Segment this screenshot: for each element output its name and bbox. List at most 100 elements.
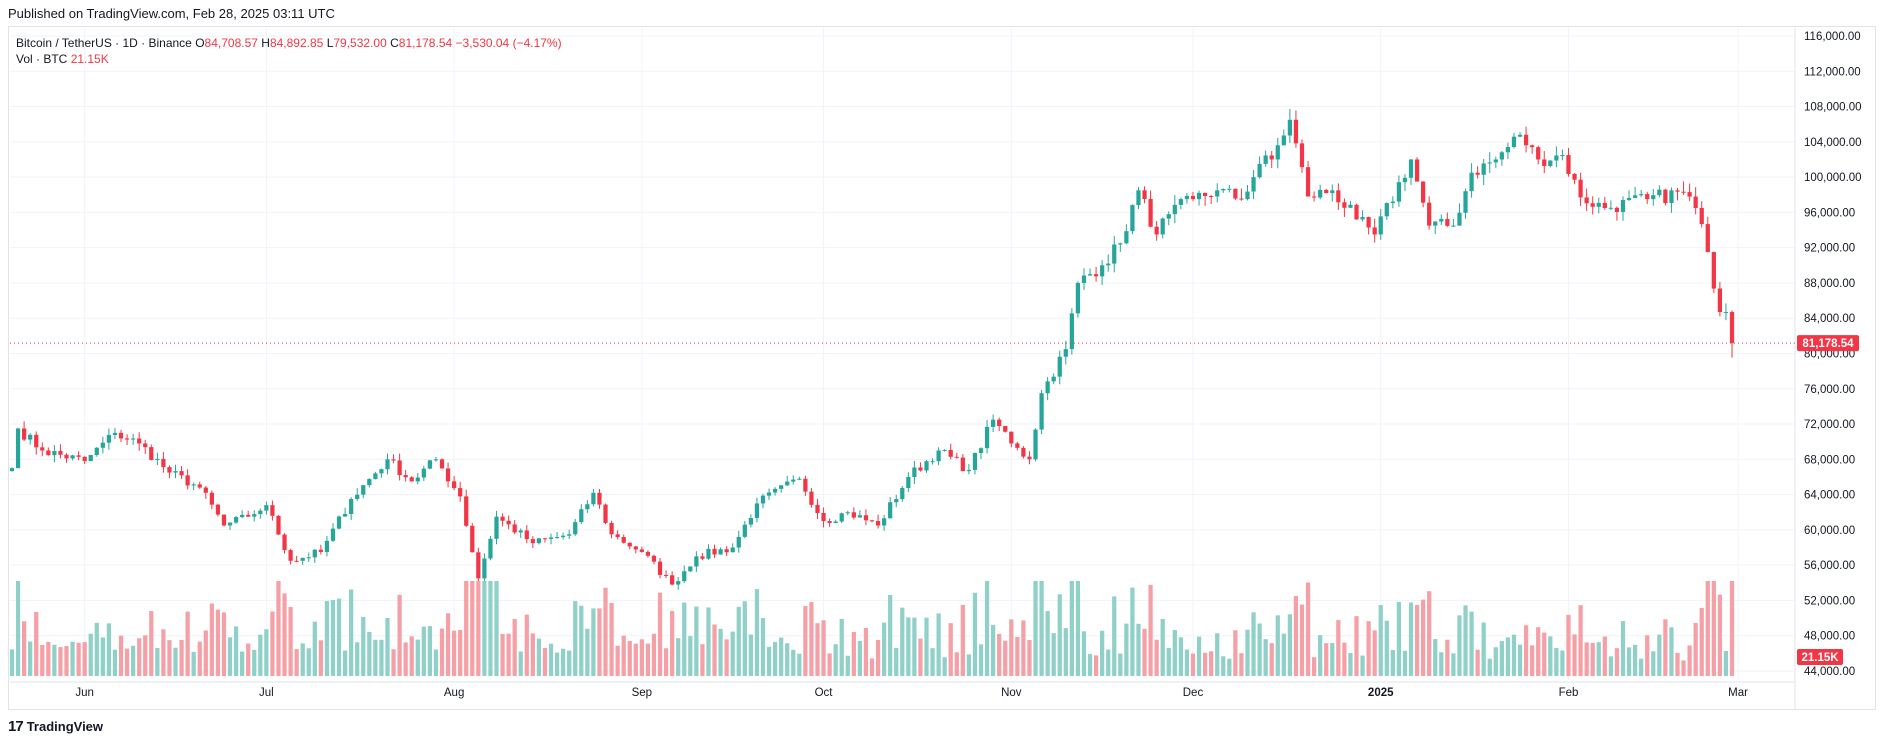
- candle-body: [191, 484, 196, 486]
- volume-bar: [1693, 622, 1698, 676]
- volume-label[interactable]: Vol · BTC: [16, 52, 68, 66]
- volume-bar: [1699, 607, 1704, 676]
- volume-bar: [312, 621, 317, 676]
- volume-bar: [1566, 614, 1571, 676]
- candle-body: [494, 516, 499, 539]
- candle-body: [712, 548, 717, 555]
- symbol-label[interactable]: Bitcoin / TetherUS · 1D · Binance: [16, 36, 192, 50]
- candle-body: [1632, 195, 1638, 198]
- volume-bar: [615, 645, 620, 676]
- volume-bar: [1118, 653, 1123, 676]
- last-price-tag: [1797, 335, 1859, 352]
- volume-bar: [421, 626, 426, 676]
- volume-bar: [482, 581, 487, 676]
- candle-body: [131, 438, 136, 440]
- candle-body: [797, 478, 802, 480]
- volume-bar: [361, 616, 366, 676]
- volume-bar: [1723, 650, 1729, 676]
- volume-bar: [1336, 620, 1341, 676]
- candle-body: [591, 492, 596, 505]
- volume-bar: [1215, 633, 1220, 676]
- candle-body: [512, 524, 517, 533]
- candle-body: [1530, 145, 1535, 148]
- tradingview-logo[interactable]: 17 TradingView: [8, 718, 103, 735]
- volume-bar: [40, 644, 45, 676]
- candle-body: [391, 459, 396, 461]
- candle-body: [1305, 167, 1311, 197]
- candle-body: [948, 449, 953, 457]
- candle-body: [1281, 135, 1286, 146]
- candle-body: [1602, 202, 1607, 208]
- volume-bar: [1554, 648, 1559, 676]
- volume-bar: [1093, 655, 1099, 676]
- volume-bar: [1505, 637, 1511, 676]
- candle-body: [1608, 207, 1613, 209]
- candle-body: [942, 449, 947, 451]
- x-tick-label: Aug: [444, 687, 464, 699]
- volume-bar: [1729, 581, 1735, 676]
- candle-body: [197, 484, 202, 488]
- candle-body: [1263, 155, 1268, 164]
- candle-body: [791, 479, 796, 482]
- volume-bar: [1003, 640, 1008, 676]
- candle-body: [1311, 196, 1317, 198]
- volume-bar: [458, 629, 463, 676]
- volume-bar: [1717, 594, 1723, 676]
- y-tick-label: 100,000.00: [1804, 172, 1862, 184]
- volume-bar: [1318, 635, 1323, 676]
- candle-body: [573, 522, 578, 535]
- volume-bar: [712, 624, 717, 676]
- volume-bar: [355, 642, 360, 676]
- volume-bar: [197, 641, 202, 676]
- candle-body: [58, 451, 63, 455]
- published-header: Published on TradingView.com, Feb 28, 20…: [8, 6, 335, 21]
- candle-body: [415, 477, 420, 482]
- volume-bar: [1705, 581, 1710, 676]
- x-tick-label: 2025: [1368, 687, 1394, 699]
- candle-body: [1493, 159, 1498, 163]
- candle-body: [1021, 447, 1026, 457]
- volume-bar: [1536, 627, 1541, 676]
- candle-body: [736, 536, 741, 548]
- volume-bar: [627, 640, 632, 676]
- candle-body: [785, 481, 790, 486]
- candle-body: [639, 549, 644, 552]
- candle-body: [118, 432, 124, 439]
- candle-body: [651, 555, 657, 562]
- candle-body: [458, 488, 463, 497]
- volume-bar: [1421, 599, 1426, 676]
- candle-body: [1639, 194, 1644, 196]
- volume-bar: [1033, 581, 1038, 676]
- volume-bar: [1360, 655, 1365, 676]
- volume-bar: [748, 634, 753, 676]
- candle-body: [161, 458, 166, 468]
- candle-body: [1717, 288, 1723, 313]
- candle-body: [718, 549, 723, 555]
- candle-body: [978, 448, 984, 454]
- y-tick-label: 96,000.00: [1804, 207, 1855, 219]
- candle-body: [221, 514, 227, 526]
- y-tick-label: 88,000.00: [1804, 278, 1855, 290]
- candle-body: [1723, 311, 1729, 313]
- volume-bar: [342, 650, 348, 676]
- candle-body: [1675, 190, 1680, 192]
- y-tick-label: 60,000.00: [1804, 525, 1855, 537]
- volume-bar: [888, 595, 893, 676]
- volume-bar: [64, 646, 69, 676]
- volume-bar: [58, 647, 63, 676]
- candle-body: [15, 428, 21, 469]
- candle-body: [1227, 188, 1232, 190]
- candle-body: [1421, 181, 1426, 203]
- candle-body: [1075, 282, 1081, 314]
- volume-bar: [246, 643, 251, 676]
- candle-body: [1445, 218, 1450, 226]
- candle-body: [421, 468, 426, 478]
- volume-bar: [367, 631, 372, 676]
- volume-bar: [1148, 584, 1153, 676]
- volume-bar: [1687, 645, 1692, 676]
- volume-bar: [1075, 581, 1081, 676]
- volume-bar: [803, 606, 808, 676]
- volume-bar: [845, 655, 850, 676]
- candle-body: [1106, 263, 1111, 266]
